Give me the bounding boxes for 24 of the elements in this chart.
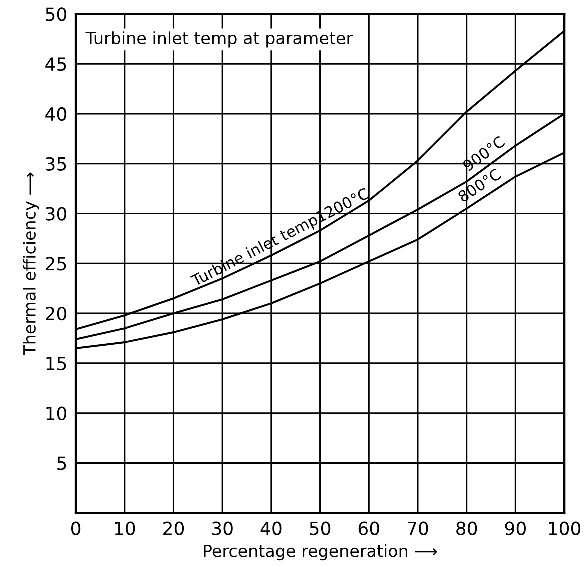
x-axis-title: Percentage regeneration ⟶ <box>204 544 438 561</box>
y-axis-title: Thermal efficiency ⟶ <box>23 172 40 356</box>
x-tick-label: 60 <box>358 522 380 536</box>
y-tick-label: 50 <box>46 8 67 22</box>
x-tick-label: 40 <box>260 522 282 536</box>
x-tick-label: 80 <box>456 522 478 536</box>
x-tick-label: 30 <box>212 522 233 536</box>
annotation: Turbine inlet temp at parameter <box>86 32 354 48</box>
x-tick-label: 100 <box>549 522 581 536</box>
y-tick-label: 35 <box>46 157 66 171</box>
y-tick-label: 30 <box>46 207 67 221</box>
x-tick-label: 70 <box>408 522 428 536</box>
x-tick-label: 20 <box>164 522 184 536</box>
x-tick-label: 90 <box>505 522 526 536</box>
y-tick-label: 10 <box>46 406 67 420</box>
x-tick-label: 10 <box>115 522 136 536</box>
y-tick-label: 20 <box>46 307 67 321</box>
x-tick-label: 0 <box>71 522 81 536</box>
y-tick-label: 25 <box>46 257 66 271</box>
y-tick-label: 5 <box>58 456 66 470</box>
y-tick-label: 40 <box>46 107 67 122</box>
x-tick-label: 50 <box>310 522 331 536</box>
y-tick-label: 45 <box>46 58 66 72</box>
y-tick-label: 15 <box>46 357 66 371</box>
